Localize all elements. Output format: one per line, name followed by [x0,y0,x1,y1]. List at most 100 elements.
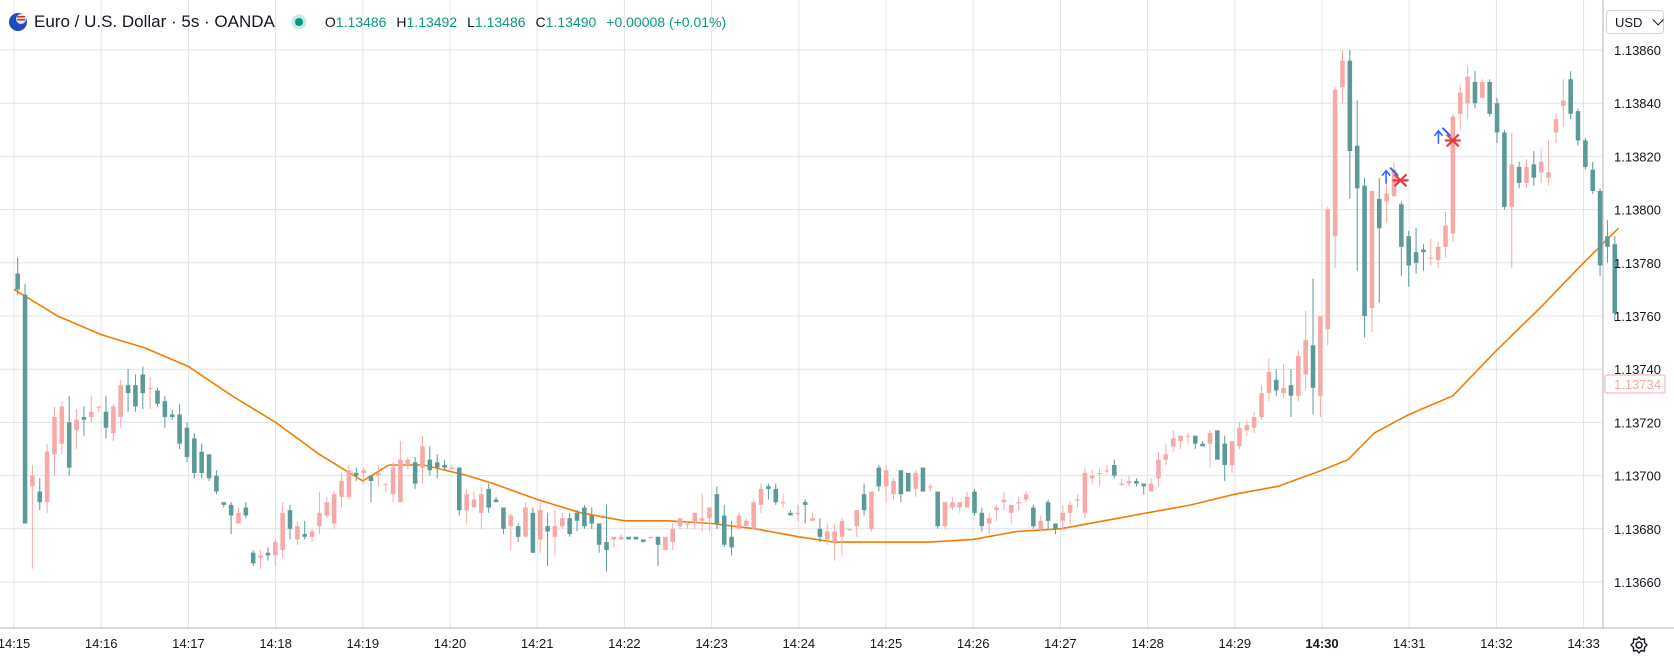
candle [817,518,823,543]
currency-selector[interactable]: USD [1606,10,1665,34]
candle [1421,244,1426,271]
candle-body [464,494,469,511]
candle-body [1045,502,1051,521]
market-open-dot-icon[interactable] [291,14,307,30]
candle [1016,496,1021,511]
time-tick-label: 14:23 [695,636,728,651]
candle [957,502,963,513]
candle-body [339,480,344,497]
candle-body [1259,393,1264,418]
candle-body [66,422,72,468]
candle [1531,151,1537,186]
candle [1119,478,1124,487]
candle-body [1399,204,1404,247]
candle [1296,350,1301,402]
candle [1524,159,1529,189]
candle-body [1229,441,1235,465]
time-tick-label: 14:24 [783,636,816,651]
candle-body [891,480,896,495]
candle [140,366,146,410]
candle-body [1097,472,1102,475]
candle-body [1038,520,1044,529]
candle-body [140,374,146,394]
candle [74,409,79,449]
candle [1008,504,1014,524]
ohlc-open-value: 1.13486 [335,14,387,30]
candle [545,512,550,567]
candle-body [979,512,985,527]
candle-body [663,536,668,551]
candle-body [1590,169,1596,191]
candle-body [1524,167,1529,183]
candle-body [133,385,138,407]
candle [250,550,256,567]
candle-body [685,523,690,525]
candle [243,502,249,519]
candle-body [1134,480,1139,484]
candle-body [1465,76,1470,104]
candle-body [721,515,727,545]
candle [795,504,801,521]
current-price-label: 1.13734 [1614,377,1661,392]
candle-body [972,491,977,513]
candle-body [353,472,359,476]
candle [125,369,131,412]
candle-body [707,507,712,519]
candle-body [1502,132,1507,207]
gear-icon[interactable] [1628,634,1650,656]
candle [59,401,65,455]
candle [1502,129,1507,210]
candle [854,510,860,537]
candle [66,395,72,476]
candle [729,520,734,556]
candle [1156,451,1161,487]
candle [111,403,116,442]
candle [162,395,168,428]
candle-body [677,518,683,527]
ohlc-high-label: H [396,14,407,30]
candle-body [192,438,197,473]
candle [1134,478,1139,487]
candle [398,441,403,503]
time-tick-label: 14:16 [85,636,118,651]
price-tick-label: 1.13720 [1614,415,1661,430]
candle [1605,220,1610,263]
candle-body [15,273,20,290]
candle [677,518,683,529]
candle-body [405,459,411,465]
price-axis[interactable]: 1.136601.136801.137001.137201.137401.137… [1614,43,1661,590]
candle [839,518,845,556]
candle-body [427,459,433,471]
candle-body [228,504,234,516]
candle [1376,177,1382,303]
candle [37,478,43,511]
candle [1060,504,1066,529]
candle-body [560,518,565,527]
candle-body [1568,79,1573,114]
candle-body [1480,81,1485,98]
candle [155,387,160,407]
candle [1273,369,1279,396]
candle [258,550,263,569]
candle-body [376,472,381,476]
candle-body [994,507,999,511]
candle-body [302,534,308,537]
candle-body [398,459,403,503]
candle [1310,278,1316,415]
time-tick-label: 14:22 [608,636,641,651]
candle-body [1163,454,1169,460]
ohlc-high-value: 1.13492 [406,14,458,30]
time-tick-label: 14:20 [434,636,467,651]
symbol-title[interactable]: Euro / U.S. Dollar · 5s · OANDA [34,12,275,31]
candle [1553,113,1559,144]
candle-body [1148,483,1154,492]
candle-body [1075,499,1080,501]
time-axis[interactable]: 14:15 14:16 14:17 14:18 14:19 14:20 14:21 14:22… [0,636,1600,651]
candle-body [552,526,558,537]
candle [758,483,764,513]
candle [964,491,970,508]
candle [147,377,153,410]
candle [1288,369,1294,418]
candle [133,374,138,412]
